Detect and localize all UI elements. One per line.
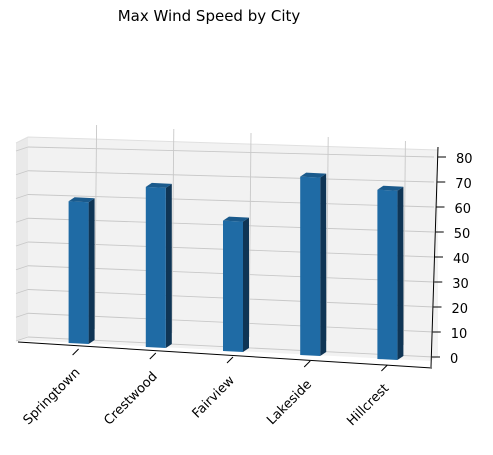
x-tick xyxy=(72,348,79,356)
axes xyxy=(17,146,446,372)
gridline-y-side xyxy=(15,194,29,199)
x-tick-label: Springtown xyxy=(21,365,84,428)
z-axis-line xyxy=(430,146,439,368)
gridline-x xyxy=(402,140,406,346)
gridline-y xyxy=(27,146,435,158)
gridline-y-side xyxy=(15,312,29,318)
z-tick-label: 40 xyxy=(453,252,470,267)
bar-top xyxy=(68,197,95,203)
bar-top xyxy=(300,172,327,178)
gridline-y-side xyxy=(15,241,29,247)
gridline-x xyxy=(325,136,329,342)
x-tick xyxy=(149,352,157,360)
bar xyxy=(377,189,398,360)
x-tick xyxy=(303,360,311,368)
bar-side xyxy=(243,217,249,352)
z-tick-label: 0 xyxy=(450,352,458,367)
pane-edge xyxy=(15,136,439,151)
gridline-y-side xyxy=(15,146,29,152)
gridline-y-side xyxy=(15,265,29,271)
bar xyxy=(223,220,243,352)
x-tick-label: Hillcrest xyxy=(344,381,392,429)
bar-side xyxy=(88,198,95,344)
z-tick-label: 30 xyxy=(452,277,469,292)
gridline-y-side xyxy=(15,289,29,294)
bar-side xyxy=(320,173,327,356)
bar-side xyxy=(397,186,404,360)
gridline-x xyxy=(248,132,252,338)
gridline-y xyxy=(27,170,435,183)
x-tick-label: Lakeside xyxy=(264,377,315,428)
bar-top xyxy=(223,216,249,222)
x-tick xyxy=(226,356,234,364)
z-tick-label: 10 xyxy=(451,327,468,342)
x-axis-line xyxy=(17,341,433,369)
z-tick-label: 70 xyxy=(455,177,472,192)
gridline-x xyxy=(171,128,175,334)
x-tick xyxy=(381,364,388,372)
bar-top xyxy=(377,185,404,191)
bar xyxy=(68,201,89,344)
chart-title: Max Wind Speed by City xyxy=(117,7,301,25)
gridline-y-side xyxy=(15,336,29,342)
bar-side xyxy=(165,183,172,348)
bars xyxy=(68,172,404,360)
z-tick-label: 60 xyxy=(455,202,472,217)
x-tick-label: Crestwood xyxy=(101,369,160,428)
bar-top xyxy=(145,182,172,188)
x-tick-label: Fairview xyxy=(190,373,238,421)
z-tick-label: 50 xyxy=(454,227,471,242)
bar xyxy=(145,186,166,348)
bar xyxy=(300,176,321,356)
gridline-y-side xyxy=(15,170,29,176)
gridline-x xyxy=(94,124,98,330)
z-tick-label: 80 xyxy=(456,152,473,167)
gridline-y-side xyxy=(15,217,29,223)
z-tick-label: 20 xyxy=(452,302,469,317)
side-pane xyxy=(16,137,28,341)
